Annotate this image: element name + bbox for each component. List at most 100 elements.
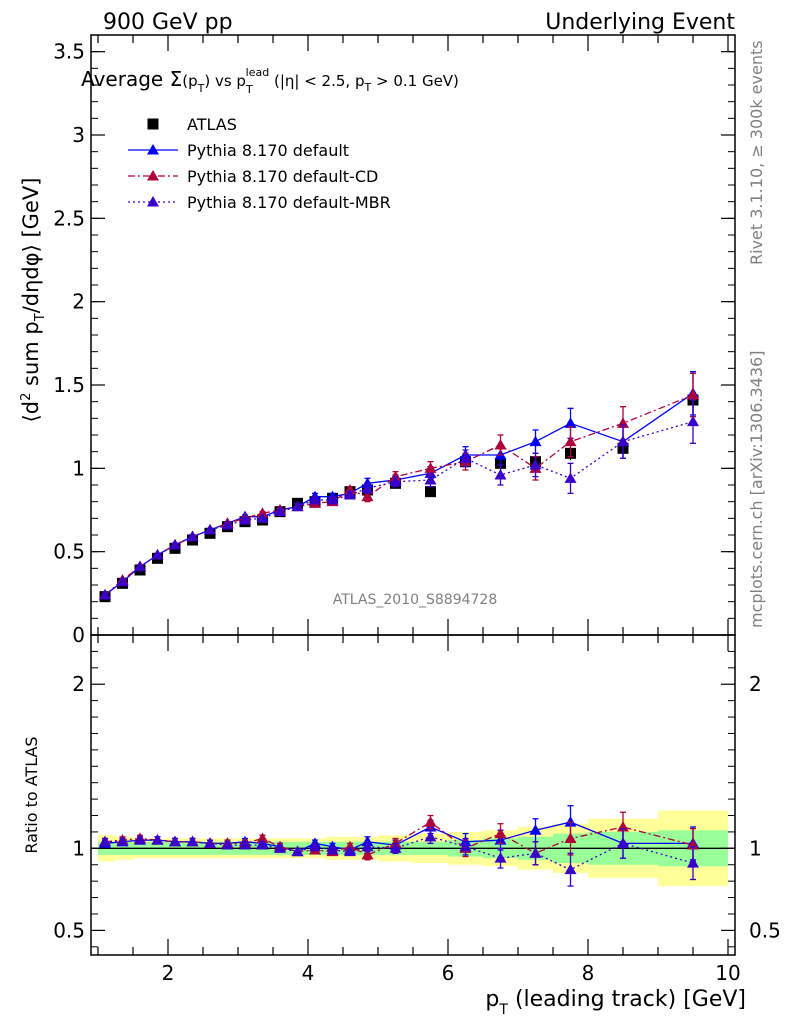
data-point (309, 494, 321, 505)
watermark: ATLAS_2010_S8894728 (333, 592, 498, 608)
legend-label: Pythia 8.170 default (187, 141, 349, 160)
data-point (256, 512, 269, 523)
data-point (326, 843, 339, 855)
data-point (424, 816, 437, 827)
data-point (99, 835, 111, 847)
data-point (204, 837, 216, 848)
y-tick-label: 1 (72, 836, 85, 860)
ratio-panel: 0.5 0.5 1 1 2 2 2 4 6 8 10 (53, 634, 781, 985)
data-point (529, 824, 542, 835)
y-tick-label-right: 1 (749, 836, 762, 860)
data-point (291, 500, 304, 512)
legend-label: Pythia 8.170 default-MBR (187, 193, 391, 212)
data-point (494, 469, 507, 480)
data-point (564, 816, 577, 827)
data-point (424, 474, 437, 485)
legend-marker (147, 118, 159, 130)
data-point (344, 845, 356, 857)
legend-label: Pythia 8.170 default-CD (187, 167, 378, 186)
header-left: 900 GeV pp (103, 10, 233, 35)
data-point (564, 435, 577, 447)
data-point (291, 845, 304, 857)
x-tick-label: 2 (162, 961, 175, 985)
y-tick-label: 1.5 (53, 373, 85, 397)
y-tick-label: 0.5 (53, 540, 85, 564)
y-axis-label-main: ⟨d2 sum pT/dηdφ⟩ [GeV] (19, 178, 48, 423)
x-tick-label: 10 (715, 961, 740, 985)
data-point (239, 839, 251, 850)
y-axis-label-ratio: Ratio to ATLAS (22, 736, 41, 853)
data-point (326, 494, 339, 505)
ratio-panel-frame (90, 634, 736, 956)
y-tick-label-right: 0.5 (749, 918, 781, 942)
data-point (389, 842, 402, 853)
rivet-label: Rivet 3.1.10, ≥ 300k events (747, 40, 766, 265)
data-point (425, 486, 436, 498)
legend-label: ATLAS (187, 115, 237, 134)
data-point (361, 840, 374, 852)
data-point (361, 490, 374, 502)
data-point (256, 839, 269, 850)
data-point (169, 835, 181, 847)
data-point (99, 589, 111, 600)
data-point (389, 475, 402, 487)
data-point (221, 519, 234, 530)
y-tick-label: 1 (72, 456, 85, 480)
mcplots-label: mcplots.cern.ch [arXiv:1306.3436] (747, 351, 766, 628)
data-point (344, 489, 356, 500)
data-point (256, 832, 269, 843)
data-point (151, 834, 164, 845)
data-point (134, 834, 146, 845)
x-axis-label: pT (leading track) [GeV] (485, 987, 746, 1018)
legend: ATLAS Pythia 8.170 default Pythia 8.170 de… (128, 115, 391, 212)
data-point (274, 842, 286, 853)
data-point (494, 852, 507, 863)
series-line-3 (104, 421, 694, 596)
legend-marker (147, 144, 159, 155)
data-point (151, 549, 164, 560)
y-tick-label: 2 (72, 290, 85, 314)
y-tick-label: 3 (72, 123, 85, 147)
data-point (274, 505, 286, 517)
x-tick-label: 4 (302, 961, 315, 985)
data-point (361, 848, 374, 860)
data-point (424, 462, 437, 473)
data-point (116, 835, 129, 847)
chart-title: Average Σ(pT) vs pTlead (|η| < 2.5, pT >… (81, 66, 459, 96)
data-point (687, 389, 699, 400)
data-point (221, 839, 234, 850)
data-point (134, 560, 146, 572)
data-point (687, 857, 699, 868)
legend-marker (147, 196, 159, 207)
data-point (529, 435, 542, 447)
x-tick-label: 6 (442, 961, 455, 985)
data-point (424, 830, 437, 842)
data-point (617, 435, 629, 447)
data-point (204, 524, 216, 535)
data-point (494, 827, 507, 839)
data-point (239, 514, 251, 525)
series-line-2 (104, 394, 694, 596)
data-point (169, 539, 181, 550)
y-tick-label: 3.5 (53, 40, 85, 64)
data-point (309, 840, 321, 852)
data-point (564, 863, 577, 875)
y-tick-label: 0 (72, 623, 85, 647)
data-point (459, 452, 472, 463)
data-point (459, 840, 472, 852)
y-tick-label: 2.5 (53, 206, 85, 230)
data-point (564, 472, 577, 483)
data-point (564, 832, 577, 843)
data-point (186, 530, 199, 542)
data-point (116, 575, 129, 587)
series-line-1 (104, 392, 694, 596)
data-point (564, 417, 577, 428)
data-point (687, 415, 699, 427)
data-point (617, 837, 629, 848)
data-point (494, 439, 507, 450)
data-point (186, 835, 199, 847)
main-panel: 0 0.5 1 1.5 2 2.5 3 3.5 Average Σ(pT) vs pTlead… (53, 34, 736, 647)
y-tick-label-right: 2 (749, 672, 762, 696)
data-point (361, 482, 374, 493)
